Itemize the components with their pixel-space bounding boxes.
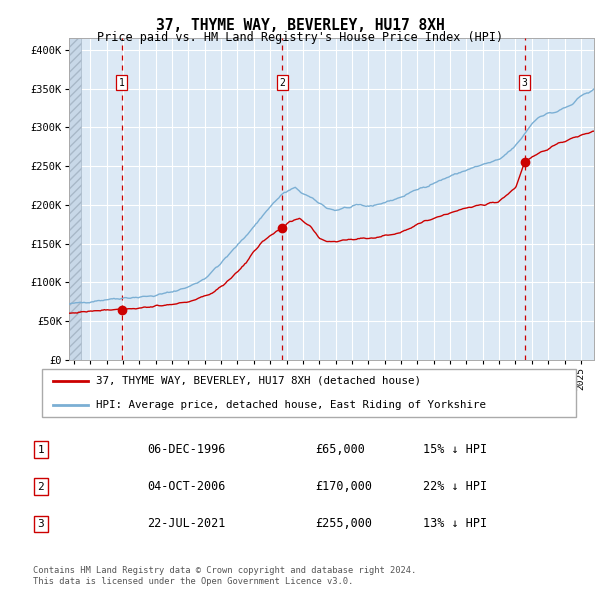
Text: £170,000: £170,000 [315,480,372,493]
FancyBboxPatch shape [42,369,576,417]
Bar [69,38,81,360]
Text: £255,000: £255,000 [315,517,372,530]
Text: 3: 3 [521,77,527,87]
Text: 15% ↓ HPI: 15% ↓ HPI [423,443,487,456]
Text: 22% ↓ HPI: 22% ↓ HPI [423,480,487,493]
Text: 2: 2 [280,77,286,87]
Text: 13% ↓ HPI: 13% ↓ HPI [423,517,487,530]
Text: 22-JUL-2021: 22-JUL-2021 [147,517,226,530]
Text: 06-DEC-1996: 06-DEC-1996 [147,443,226,456]
Text: Price paid vs. HM Land Registry's House Price Index (HPI): Price paid vs. HM Land Registry's House … [97,31,503,44]
Text: 37, THYME WAY, BEVERLEY, HU17 8XH (detached house): 37, THYME WAY, BEVERLEY, HU17 8XH (detac… [96,376,421,386]
Text: 1: 1 [119,77,125,87]
Text: 3: 3 [37,519,44,529]
Text: Contains HM Land Registry data © Crown copyright and database right 2024.
This d: Contains HM Land Registry data © Crown c… [33,566,416,586]
Text: £65,000: £65,000 [315,443,365,456]
Text: HPI: Average price, detached house, East Riding of Yorkshire: HPI: Average price, detached house, East… [96,400,486,410]
Text: 37, THYME WAY, BEVERLEY, HU17 8XH: 37, THYME WAY, BEVERLEY, HU17 8XH [155,18,445,32]
Text: 04-OCT-2006: 04-OCT-2006 [147,480,226,493]
Text: 1: 1 [37,445,44,454]
Text: 2: 2 [37,482,44,491]
